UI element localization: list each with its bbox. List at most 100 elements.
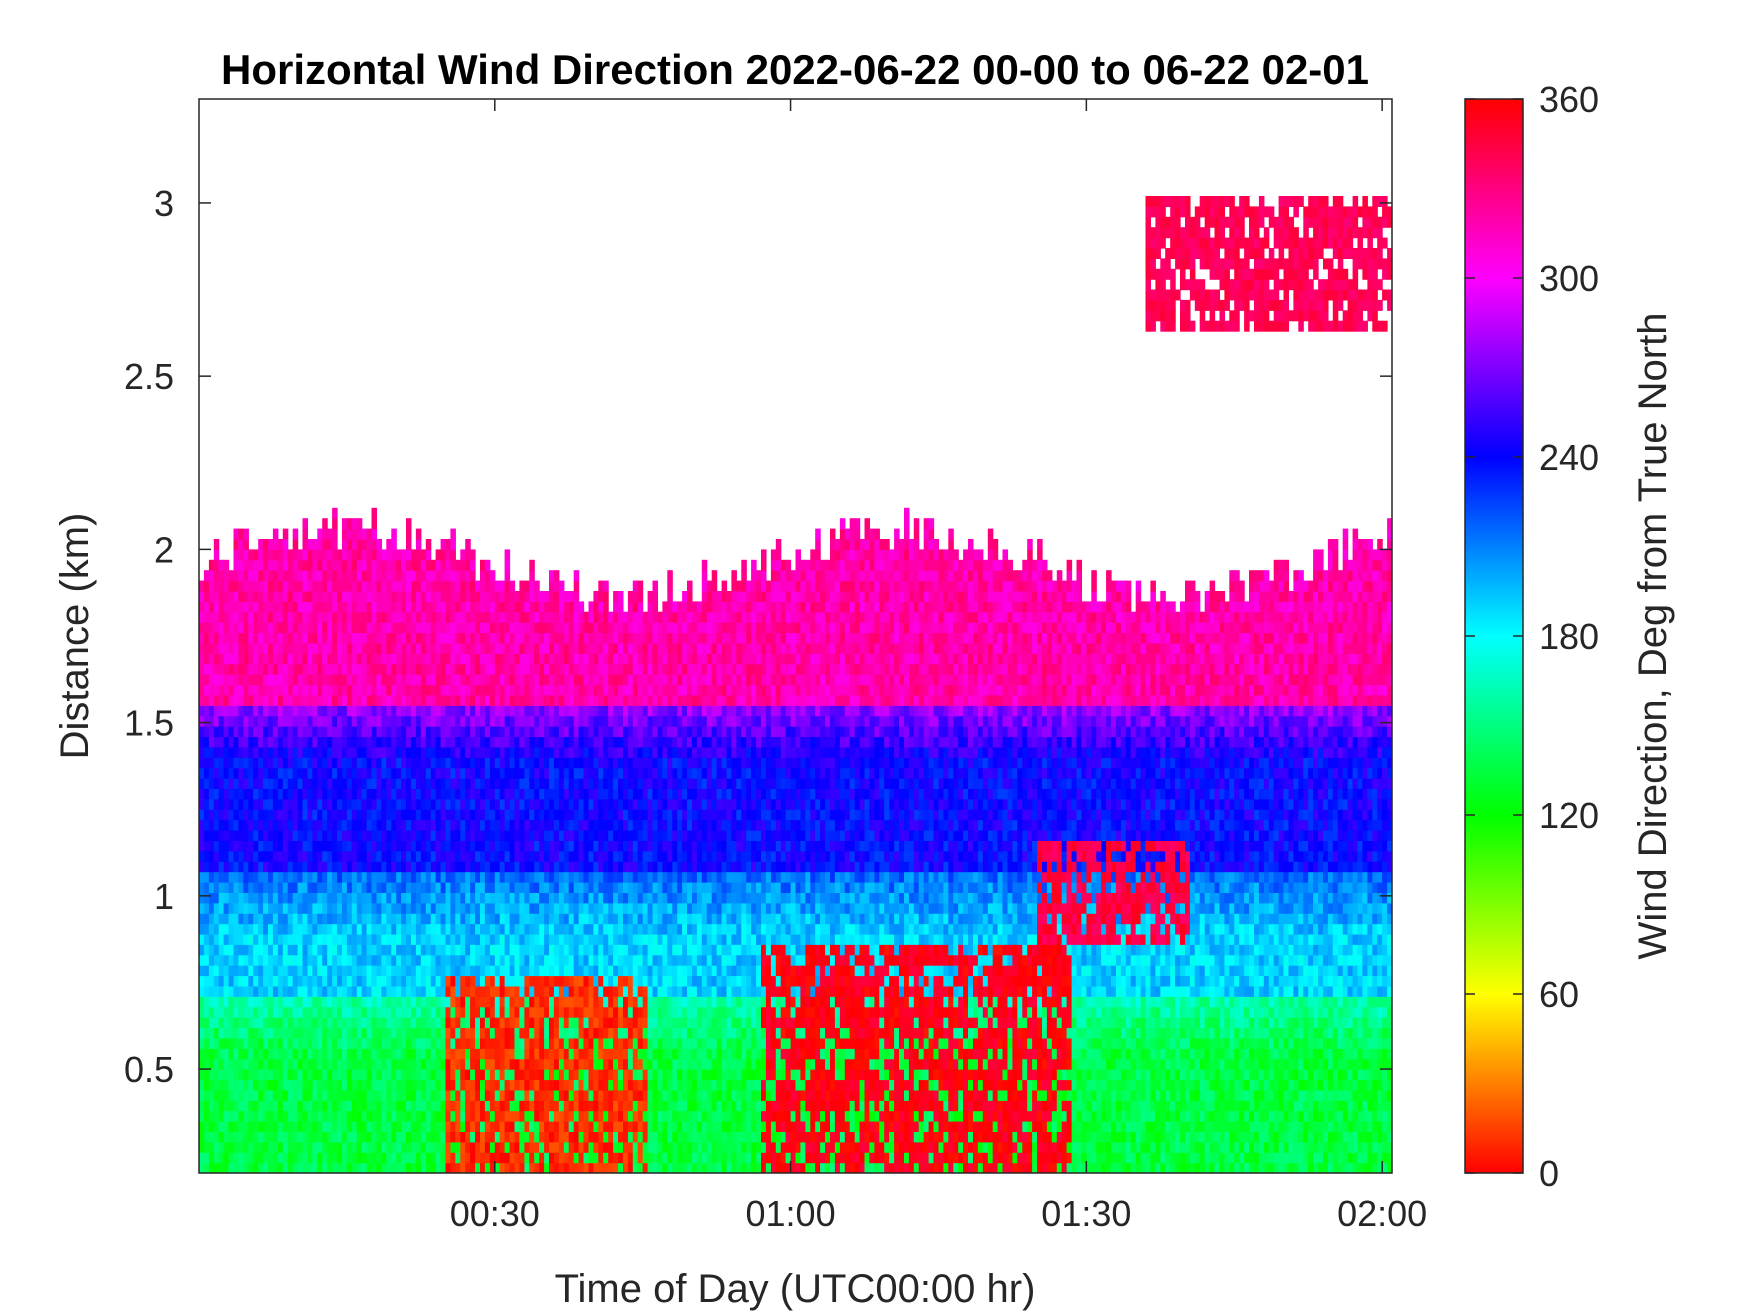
heatmap-cell xyxy=(282,944,289,956)
heatmap-cell xyxy=(578,736,585,748)
heatmap-cell xyxy=(460,726,466,738)
heatmap-cell xyxy=(238,653,244,665)
heatmap-cell xyxy=(243,1089,249,1101)
heatmap-cell xyxy=(411,1017,417,1029)
heatmap-cell xyxy=(361,1069,368,1081)
heatmap-cell xyxy=(218,570,225,582)
heatmap-cell xyxy=(593,882,599,893)
heatmap-cell xyxy=(327,1027,333,1039)
heatmap-cell xyxy=(401,1006,407,1018)
heatmap-cell xyxy=(292,1037,299,1049)
heatmap-cell xyxy=(228,861,235,873)
heatmap-cell xyxy=(420,611,427,623)
heatmap-cell xyxy=(608,996,614,1008)
heatmap-cell xyxy=(233,1162,240,1173)
heatmap-cell xyxy=(494,778,501,789)
heatmap-cell xyxy=(401,632,407,644)
heatmap-cell xyxy=(455,705,461,717)
heatmap-cell xyxy=(327,580,333,592)
heatmap-cell xyxy=(406,559,412,571)
heatmap-cell xyxy=(465,902,471,914)
heatmap-cell xyxy=(544,1152,550,1164)
heatmap-cell xyxy=(440,954,447,966)
heatmap-cell xyxy=(376,1058,383,1070)
heatmap-cell xyxy=(578,902,585,914)
heatmap-cell xyxy=(356,933,363,945)
heatmap-cell xyxy=(504,601,511,613)
heatmap-cell xyxy=(598,778,604,789)
heatmap-cell xyxy=(287,861,294,873)
heatmap-cell xyxy=(460,674,466,686)
heatmap-cell xyxy=(420,778,427,789)
heatmap-cell xyxy=(268,684,274,696)
heatmap-cell xyxy=(228,965,235,977)
heatmap-cell xyxy=(406,570,412,582)
heatmap-cell xyxy=(558,632,565,644)
heatmap-cell xyxy=(317,923,323,935)
heatmap-cell xyxy=(337,674,343,686)
heatmap-cell xyxy=(460,1121,466,1132)
heatmap-cell xyxy=(317,746,323,758)
heatmap-cell xyxy=(346,954,353,966)
heatmap-cell xyxy=(277,1037,284,1049)
heatmap-cell xyxy=(307,622,314,634)
heatmap-cell xyxy=(539,1089,545,1101)
heatmap-cell xyxy=(578,1027,585,1039)
heatmap-cell xyxy=(494,622,501,634)
heatmap-cell xyxy=(534,1048,540,1060)
heatmap-cell xyxy=(440,684,447,696)
heatmap-cell xyxy=(312,611,318,623)
heatmap-cell xyxy=(430,1079,437,1091)
heatmap-cell xyxy=(223,850,230,862)
heatmap-cell xyxy=(406,1162,412,1173)
heatmap-cell xyxy=(549,767,555,779)
heatmap-cell xyxy=(327,1110,333,1122)
heatmap-cell xyxy=(332,965,338,977)
heatmap-cell xyxy=(603,830,609,841)
heatmap-cell xyxy=(243,757,249,769)
heatmap-cell xyxy=(391,975,397,987)
heatmap-cell xyxy=(258,653,264,665)
heatmap-cell xyxy=(460,746,466,758)
heatmap-cell xyxy=(376,840,383,852)
heatmap-cell xyxy=(238,642,244,654)
heatmap-cell xyxy=(381,975,387,987)
heatmap-cell xyxy=(317,726,323,738)
heatmap-cell xyxy=(475,788,481,800)
heatmap-cell xyxy=(470,1079,476,1091)
heatmap-cell xyxy=(455,684,461,696)
heatmap-cell xyxy=(489,1162,496,1173)
heatmap-cell xyxy=(337,861,343,873)
heatmap-cell xyxy=(499,1100,506,1112)
heatmap-cell xyxy=(322,778,328,789)
heatmap-cell xyxy=(529,892,535,904)
heatmap-cell xyxy=(435,1162,442,1173)
heatmap-cell xyxy=(282,622,289,634)
heatmap-cell xyxy=(322,528,328,540)
heatmap-cell xyxy=(563,892,570,904)
heatmap-cell xyxy=(578,850,585,862)
heatmap-cell xyxy=(504,944,511,956)
heatmap-cell xyxy=(460,570,466,582)
heatmap-cell xyxy=(233,539,240,550)
heatmap-cell xyxy=(253,933,259,945)
heatmap-cell xyxy=(302,985,309,997)
heatmap-cell xyxy=(435,570,442,582)
heatmap-cell xyxy=(470,871,476,883)
heatmap-cell xyxy=(588,913,595,925)
heatmap-cell xyxy=(203,1152,210,1164)
heatmap-cell xyxy=(337,653,343,665)
heatmap-cell xyxy=(484,715,491,727)
heatmap-cell xyxy=(544,850,550,862)
heatmap-cell xyxy=(578,840,585,852)
heatmap-cell xyxy=(302,705,309,717)
heatmap-cell xyxy=(208,850,215,862)
heatmap-cell xyxy=(440,850,447,862)
heatmap-cell xyxy=(317,861,323,873)
heatmap-cell xyxy=(440,674,447,686)
heatmap-cell xyxy=(248,611,254,623)
heatmap-cell xyxy=(524,653,530,665)
heatmap-cell xyxy=(401,840,407,852)
heatmap-cell xyxy=(598,1079,604,1091)
heatmap-cell xyxy=(549,570,555,582)
